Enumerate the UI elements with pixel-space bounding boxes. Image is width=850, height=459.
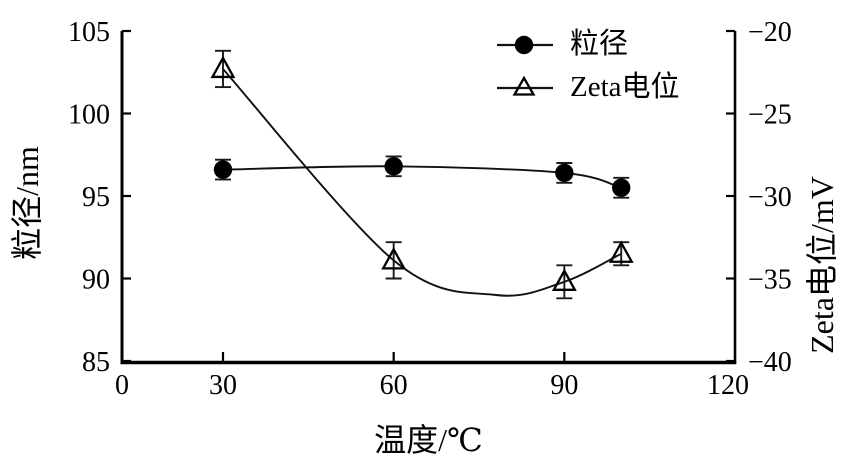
legend-label-zeta: Zeta电位 [570,71,680,103]
data-point-circle [612,178,631,197]
series-curve-0 [222,165,622,189]
series-curve-1 [222,68,622,297]
x-tick-label: 60 [380,370,408,401]
y-left-tick-label: 95 [82,182,110,213]
y-right-tick-label: −20 [748,17,792,48]
y-right-tick-label: −30 [748,182,792,213]
x-tick-label: 30 [209,370,237,401]
legend-entry-zeta: Zeta电位 [496,66,680,109]
legend-label-particle-size: 粒径 [570,28,629,60]
y-left-tick-label: 85 [82,347,110,378]
data-point-circle [555,163,574,183]
open-triangle-line-icon [496,73,556,103]
data-point-triangle [551,268,577,291]
y-left-axis-label: 粒径/nm [9,146,45,260]
y-left-tick-label: 105 [68,17,110,48]
x-axis-label: 温度/℃ [374,422,483,458]
legend: 粒径 Zeta电位 [496,23,680,109]
y-right-tick-label: −35 [748,265,792,296]
data-point-triangle [210,55,236,79]
y-left-tick-label: 100 [68,100,110,131]
data-point-triangle [608,240,634,263]
y-right-tick-label: −40 [748,347,792,378]
data-point-circle [384,157,403,176]
y-left-tick-label: 90 [82,265,110,296]
x-tick-label: 0 [115,370,129,401]
x-tick-label: 120 [707,370,749,401]
legend-entry-particle-size: 粒径 [496,23,680,66]
y-right-axis-label: Zeta电位/mV [804,176,840,354]
x-tick-label: 90 [550,370,578,401]
data-point-circle [213,160,233,179]
filled-circle-line-icon [496,30,556,60]
data-point-triangle [381,246,407,270]
y-right-tick-label: −25 [748,100,792,131]
